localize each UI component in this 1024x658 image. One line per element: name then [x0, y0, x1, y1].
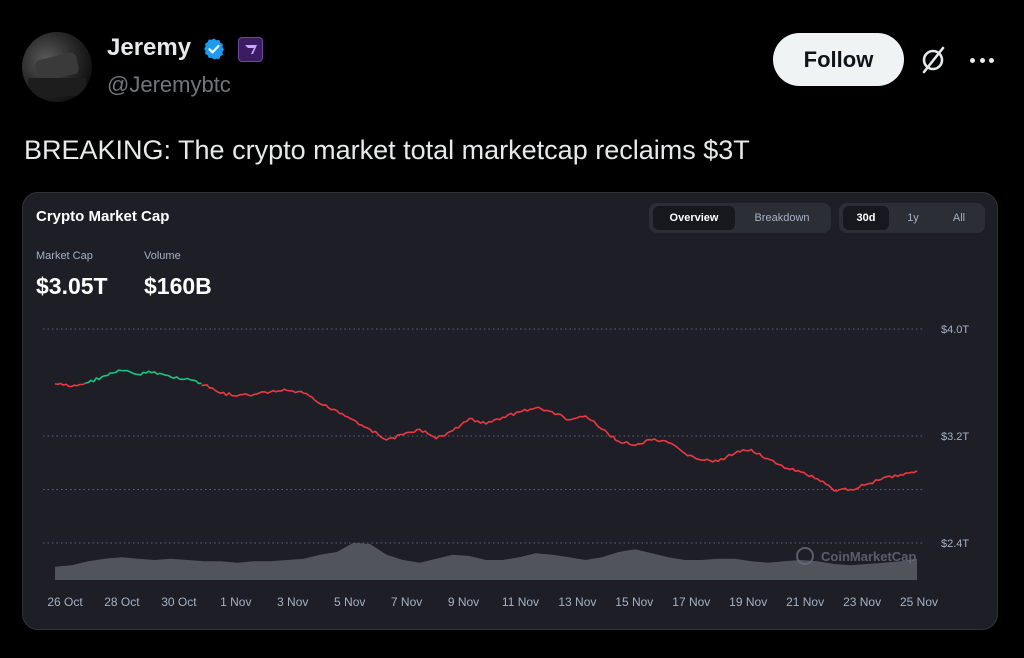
chart-card[interactable]: Crypto Market Cap Overview Breakdown 30d…	[22, 192, 998, 630]
volume-area	[55, 542, 917, 580]
x-tick-label: 9 Nov	[448, 595, 479, 609]
y-tick-label: $3.2T	[941, 431, 969, 443]
verified-badge-icon	[204, 38, 224, 60]
x-tick-label: 7 Nov	[391, 595, 422, 609]
author-handle[interactable]: @Jeremybtc	[107, 72, 231, 97]
volume-label: Volume	[144, 250, 181, 262]
watermark-text: CoinMarketCap	[821, 549, 916, 564]
view-toggle: Overview Breakdown	[649, 203, 831, 233]
watermark-logo-icon	[796, 547, 814, 565]
x-tick-label: 1 Nov	[220, 595, 251, 609]
x-tick-label: 28 Oct	[104, 595, 140, 609]
x-tick-label: 5 Nov	[334, 595, 365, 609]
card-title: Crypto Market Cap	[36, 208, 170, 225]
x-tick-label: 15 Nov	[615, 595, 653, 609]
range-1y[interactable]: 1y	[907, 212, 919, 224]
y-tick-label: $4.0T	[941, 324, 969, 336]
more-options-icon[interactable]	[967, 48, 997, 72]
x-tick-label: 23 Nov	[843, 595, 881, 609]
range-toggle: 30d 1y All	[839, 203, 985, 233]
series-line	[54, 382, 86, 388]
affiliate-badge-icon[interactable]	[238, 37, 263, 62]
author-name[interactable]: Jeremy	[107, 34, 192, 61]
x-tick-label: 17 Nov	[672, 595, 710, 609]
x-tick-label: 25 Nov	[900, 595, 938, 609]
range-all[interactable]: All	[952, 212, 966, 224]
x-tick-label: 30 Oct	[161, 595, 197, 609]
market-cap-chart[interactable]: $4.0T $3.2T $2.4T CoinMarketCap 26 Oct 28 Oct…	[23, 193, 998, 630]
y-tick-label: $2.4T	[941, 538, 969, 550]
x-tick-label: 19 Nov	[729, 595, 767, 609]
x-tick-label: 3 Nov	[277, 595, 308, 609]
series-line	[201, 384, 918, 492]
range-30d[interactable]: 30d	[843, 206, 889, 230]
follow-button[interactable]: Follow	[773, 33, 904, 86]
x-tick-label: 21 Nov	[786, 595, 824, 609]
volume-value: $160B	[144, 273, 212, 299]
x-tick-label: 13 Nov	[558, 595, 596, 609]
grok-icon[interactable]	[918, 45, 948, 75]
tab-breakdown[interactable]: Breakdown	[754, 212, 810, 224]
avatar[interactable]	[22, 32, 92, 102]
tab-overview[interactable]: Overview	[653, 206, 735, 230]
market-cap-value: $3.05T	[36, 273, 108, 299]
tweet-text: BREAKING: The crypto market total market…	[24, 135, 750, 165]
x-tick-label: 26 Oct	[47, 595, 83, 609]
x-tick-label: 11 Nov	[502, 595, 539, 609]
series-line	[85, 369, 202, 385]
market-cap-label: Market Cap	[36, 250, 93, 262]
